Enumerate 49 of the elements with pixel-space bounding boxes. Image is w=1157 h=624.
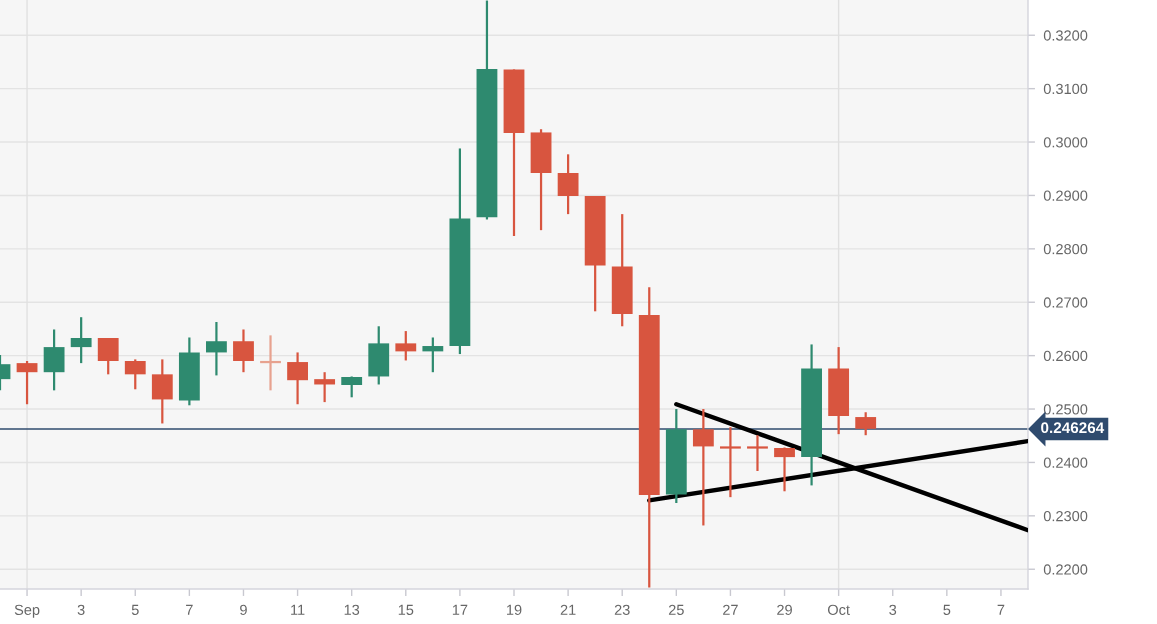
candlestick bbox=[206, 320, 227, 377]
y-tick-label: 0.2500 bbox=[1043, 404, 1088, 415]
x-tick-label: 9 bbox=[240, 604, 247, 615]
candlestick bbox=[341, 375, 363, 399]
candlestick bbox=[97, 336, 119, 376]
y-tick-label: 0.2800 bbox=[1043, 243, 1088, 255]
x-tick-label: 21 bbox=[560, 604, 576, 615]
candlestick bbox=[422, 336, 444, 374]
x-tick-label: 11 bbox=[291, 604, 305, 615]
y-tick-label: 0.2300 bbox=[1043, 510, 1088, 522]
candlestick bbox=[70, 316, 92, 365]
candlestick bbox=[259, 334, 283, 392]
x-tick-label: 25 bbox=[668, 604, 684, 615]
y-tick-label: 0.2700 bbox=[1043, 297, 1088, 308]
x-tick-label: 3 bbox=[889, 604, 897, 615]
ref-line-label: 0.246264 bbox=[1041, 422, 1105, 434]
y-tick-label: 0.3100 bbox=[1043, 83, 1088, 95]
y-tick-label: 0.3200 bbox=[1043, 30, 1088, 41]
x-tick-label: 17 bbox=[452, 604, 468, 615]
x-tick-label: 5 bbox=[943, 604, 951, 615]
x-tick-label: 7 bbox=[186, 604, 193, 615]
y-tick-label: 0.2400 bbox=[1043, 457, 1088, 468]
candlestick bbox=[855, 411, 877, 437]
candlestick bbox=[745, 434, 769, 473]
x-tick-label: 7 bbox=[997, 604, 1005, 615]
x-tick-label: 15 bbox=[398, 604, 414, 615]
y-tick-label: 0.2600 bbox=[1043, 350, 1088, 362]
x-tick-label: 3 bbox=[77, 604, 85, 615]
y-tick-label: 0.2200 bbox=[1043, 564, 1088, 575]
candlestick bbox=[233, 328, 254, 374]
candlestick bbox=[692, 407, 714, 527]
x-tick-label: 29 bbox=[777, 604, 792, 615]
candlestick bbox=[395, 329, 417, 362]
candlestick bbox=[314, 371, 336, 404]
candlestick bbox=[287, 351, 308, 406]
candlestick bbox=[557, 153, 579, 216]
x-tick-label: 5 bbox=[131, 604, 139, 615]
x-tick-label: 27 bbox=[723, 604, 738, 615]
candlestick bbox=[16, 359, 38, 406]
y-tick-label: 0.3000 bbox=[1043, 137, 1088, 148]
x-tick-label: 13 bbox=[344, 604, 360, 615]
y-tick-label: 0.2900 bbox=[1043, 190, 1088, 201]
candlestick bbox=[718, 426, 742, 499]
candlestick bbox=[774, 446, 795, 493]
x-tick-label: Sep bbox=[14, 604, 40, 618]
candlestick bbox=[124, 358, 146, 391]
x-tick-label: 19 bbox=[507, 604, 522, 615]
x-tick-label: 23 bbox=[614, 604, 630, 615]
x-tick-label: Oct bbox=[827, 604, 850, 615]
